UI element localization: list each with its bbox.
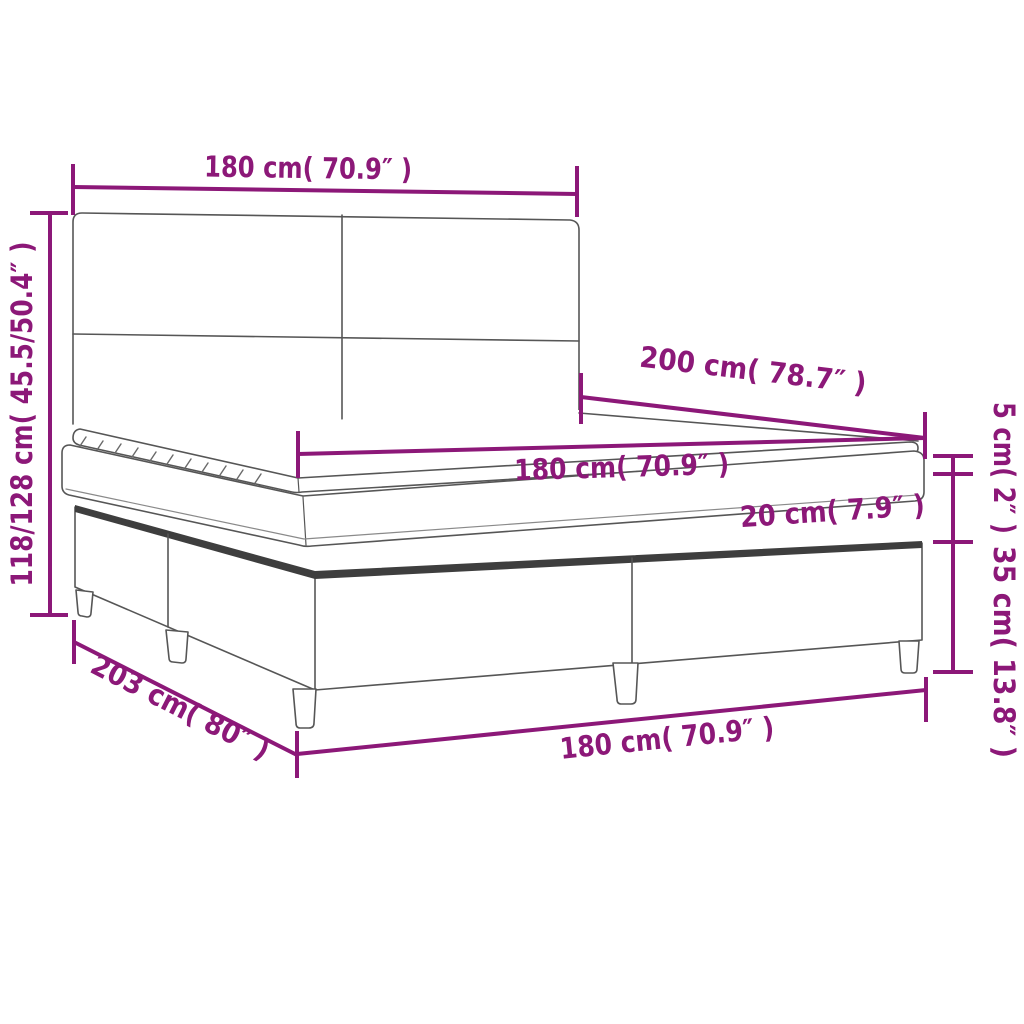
overall-height-label: 118/128 cm( 45.5/50.4″ ) xyxy=(5,242,39,587)
dimension-bed-length xyxy=(579,373,927,459)
bed-leg xyxy=(612,662,639,705)
topper-corner-edge xyxy=(297,477,300,493)
headboard-horizontal-seam xyxy=(72,333,580,342)
base-top-edge xyxy=(75,505,922,579)
dimension-base-length xyxy=(72,620,298,757)
dimension-headboard-width xyxy=(71,164,579,217)
base-height-label: 35 cm( 13.8″ ) xyxy=(987,546,1021,758)
topper-back-right-edge xyxy=(578,412,919,442)
dimension-base-width xyxy=(295,677,928,778)
bed-leg xyxy=(898,640,920,674)
dimension-right-heights xyxy=(933,454,973,674)
topper-top-surface xyxy=(75,410,918,478)
topper-thickness-label: 5 cm( 2″ ) xyxy=(987,402,1021,534)
bed-illustration xyxy=(61,212,925,729)
mattress-corner-edge xyxy=(302,496,307,546)
dimension-overall-height xyxy=(30,211,68,617)
base-length-label: 203 cm( 80″ ) xyxy=(86,647,276,766)
bed-leg xyxy=(292,688,317,729)
bed-leg xyxy=(165,629,189,664)
mattress-piping xyxy=(65,488,919,540)
bed-base xyxy=(74,506,923,691)
bed-leg xyxy=(75,589,94,618)
headboard-width-label: 180 cm( 70.9″ ) xyxy=(204,150,412,187)
bed-length-label: 200 cm( 78.7″ ) xyxy=(638,340,868,401)
base-width-label: 180 cm( 70.9″ ) xyxy=(558,710,775,766)
dimension-mattress-width xyxy=(296,431,926,478)
mattress-topper xyxy=(72,428,919,494)
mattress-width-label: 180 cm( 70.9″ ) xyxy=(514,447,730,487)
headboard xyxy=(72,212,580,425)
